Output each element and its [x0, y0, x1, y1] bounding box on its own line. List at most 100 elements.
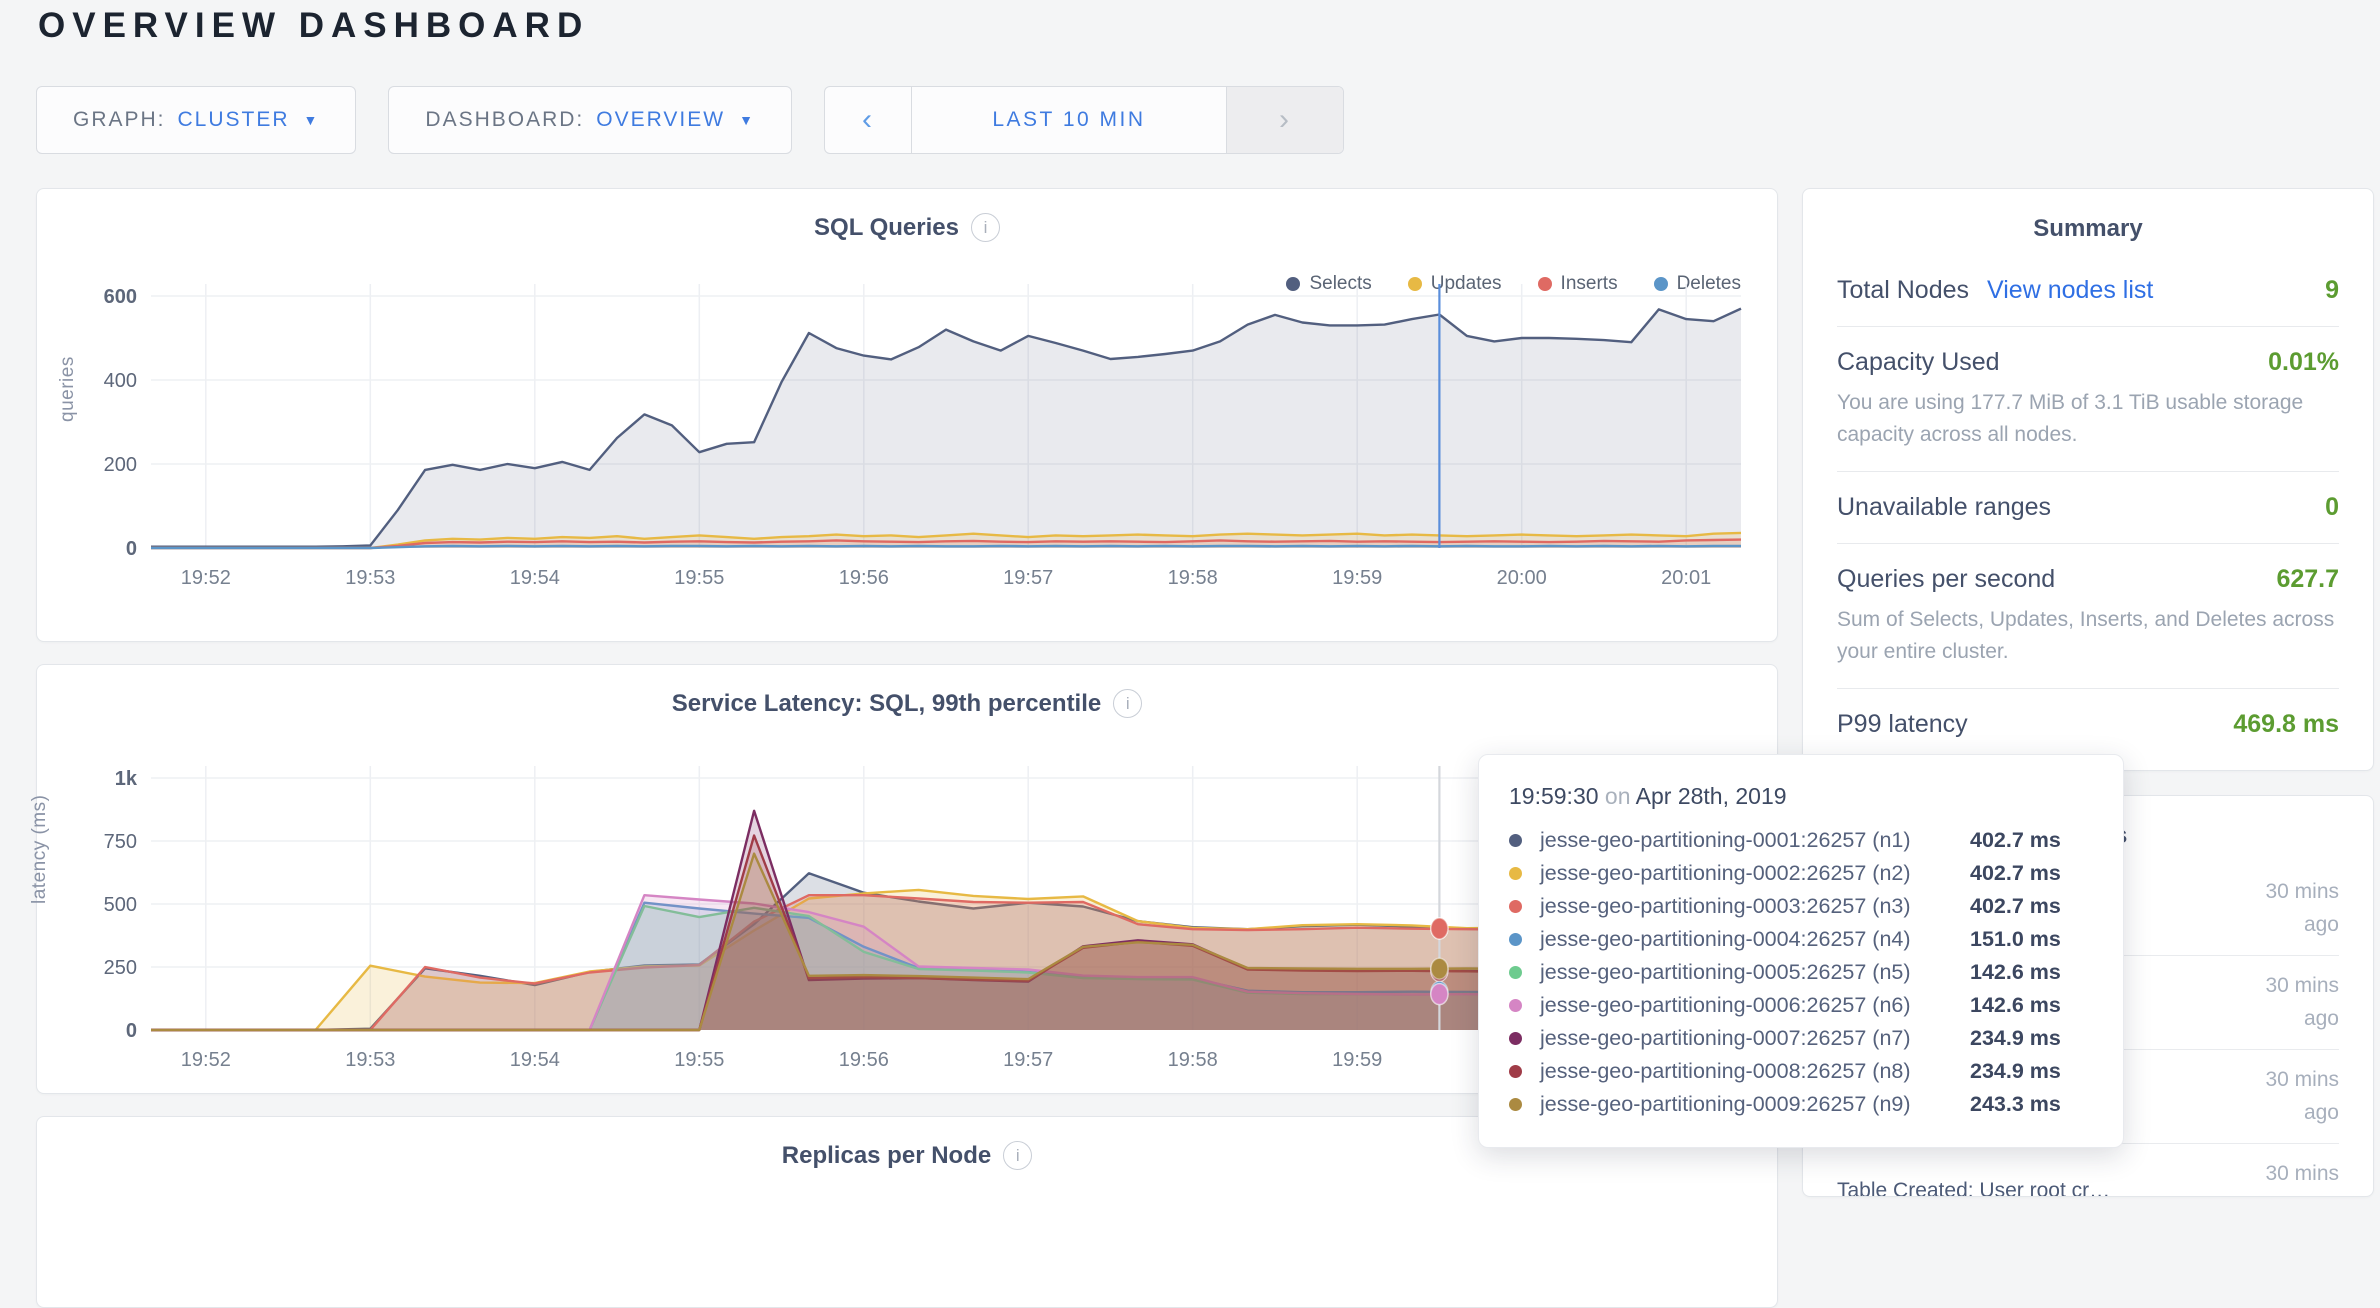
series-dot-icon — [1509, 900, 1522, 913]
sql-queries-chart[interactable]: 19:52 19:53 19:54 19:55 19:56 19:57 19:58 19:59… — [51, 266, 1745, 596]
legend-label: Updates — [1430, 273, 1502, 294]
time-range-label: LAST 10 MIN — [992, 108, 1146, 131]
x-tick-label: 19:54 — [510, 1049, 560, 1071]
series-dot-icon — [1509, 999, 1522, 1012]
replicas-per-node-title: Replicas per Node — [781, 1141, 992, 1169]
summary-row: Queries per second 627.7 Sum of Selects, U… — [1837, 544, 2339, 689]
summary-row-label: Queries per second — [1837, 565, 2056, 593]
legend-item[interactable]: Updates — [1407, 273, 1502, 295]
tooltip-time: 19:59:30 — [1509, 783, 1599, 809]
legend-item[interactable]: Deletes — [1653, 273, 1741, 295]
y-tick-label: 1k — [115, 768, 138, 790]
series-dot-icon — [1509, 933, 1522, 946]
graph-dropdown-label: GRAPH: — [73, 108, 166, 131]
tooltip-row: jesse-geo-partitioning-0003:26257 (n3) 40… — [1509, 890, 2093, 923]
tooltip-date: Apr 28th, 2019 — [1635, 783, 1787, 809]
time-range-button[interactable]: LAST 10 MIN — [912, 87, 1226, 153]
time-prev-button[interactable]: ‹ — [825, 87, 912, 153]
tooltip-node-value: 243.3 ms — [1970, 1092, 2061, 1116]
y-tick-label: 250 — [104, 957, 137, 979]
summary-row-value: 0 — [2325, 493, 2339, 521]
summary-row-subtext: You are using 177.7 MiB of 3.1 TiB usabl… — [1837, 391, 2304, 446]
x-tick-label: 19:57 — [1003, 1049, 1053, 1071]
tooltip-node-value: 234.9 ms — [1970, 1026, 2061, 1050]
tooltip-node-label: jesse-geo-partitioning-0001:26257 (n1) — [1540, 828, 1911, 852]
info-icon[interactable]: i — [1003, 1141, 1033, 1170]
graph-dropdown[interactable]: GRAPH: CLUSTER ▼ — [36, 86, 357, 154]
y-tick-label: 750 — [104, 831, 137, 853]
series-area — [151, 873, 1741, 1030]
sql-queries-chart-wrap: queries 19:52 19:53 19:54 19:55 19:56 19:57 19… — [37, 266, 1777, 596]
tooltip-node-label: jesse-geo-partitioning-0008:26257 (n8) — [1540, 1059, 1911, 1083]
legend-label: Inserts — [1560, 273, 1618, 294]
series-area — [151, 902, 1741, 1030]
dashboard-dropdown-label: DASHBOARD: — [425, 108, 585, 131]
x-tick-label: 19:58 — [1168, 1049, 1218, 1071]
chevron-left-icon: ‹ — [861, 103, 874, 136]
x-tick-label: 19:56 — [839, 567, 889, 589]
page-title: OVERVIEW DASHBOARD — [38, 6, 590, 45]
x-tick-label: 19:53 — [345, 567, 395, 589]
tooltip-row: jesse-geo-partitioning-0006:26257 (n6) 14… — [1509, 989, 2093, 1022]
x-tick-label: 19:58 — [1168, 567, 1218, 589]
sql-queries-ylabel: queries — [57, 356, 78, 422]
tooltip-node-value: 234.9 ms — [1970, 1059, 2061, 1083]
legend-item[interactable]: Selects — [1286, 273, 1372, 295]
x-tick-label: 19:52 — [181, 1049, 231, 1071]
summary-row-label: Capacity Used — [1837, 348, 2000, 376]
view-nodes-list-link[interactable]: View nodes list — [1987, 276, 2154, 304]
legend-item[interactable]: Inserts — [1537, 273, 1618, 295]
x-tick-label: 19:55 — [674, 567, 724, 589]
legend-dot-icon — [1537, 277, 1552, 291]
service-latency-title-row: Service Latency: SQL, 99th percentile i — [37, 665, 1777, 718]
summary-row-label: P99 latency — [1837, 710, 1968, 738]
dashboard-dropdown[interactable]: DASHBOARD: OVERVIEW ▼ — [388, 86, 792, 154]
chevron-right-icon: › — [1278, 103, 1291, 136]
x-tick-label: 20:00 — [1497, 567, 1547, 589]
service-latency-ylabel: latency (ms) — [29, 794, 50, 904]
tooltip-row: jesse-geo-partitioning-0001:26257 (n1) 40… — [1509, 824, 2093, 857]
service-latency-title: Service Latency: SQL, 99th percentile — [671, 689, 1102, 717]
info-icon[interactable]: i — [1113, 689, 1143, 718]
events-rows: Table Created: User root cr…30 minsagoSc… — [1837, 862, 2339, 1196]
tooltip-node-value: 142.6 ms — [1970, 993, 2061, 1017]
tooltip-node-label: jesse-geo-partitioning-0004:26257 (n4) — [1540, 927, 1911, 951]
service-latency-chart-wrap: latency (ms) 19:52 19:53 19:54 19:55 19:56 19… — [29, 748, 1777, 1078]
legend-dot-icon — [1407, 277, 1422, 291]
series-line — [151, 307, 1742, 548]
info-icon[interactable]: i — [970, 213, 1000, 242]
tooltip-row: jesse-geo-partitioning-0008:26257 (n8) 23… — [1509, 1055, 2093, 1088]
series-area — [151, 835, 1741, 1030]
latency-hover-tooltip: 19:59:30 on Apr 28th, 2019 jesse-geo-par… — [1478, 754, 2124, 1148]
x-tick-label: 19:59 — [1332, 567, 1382, 589]
sql-queries-legend: Selects Updates Inserts Deletes — [1286, 273, 1741, 295]
summary-row-label: Unavailable ranges — [1837, 493, 2052, 521]
tooltip-row: jesse-geo-partitioning-0005:26257 (n5) 14… — [1509, 956, 2093, 989]
tooltip-row: jesse-geo-partitioning-0007:26257 (n7) 23… — [1509, 1022, 2093, 1055]
crosshair-dot — [1430, 957, 1449, 980]
tooltip-node-label: jesse-geo-partitioning-0009:26257 (n9) — [1540, 1092, 1911, 1116]
summary-row-label: Total Nodes — [1837, 276, 1970, 304]
series-dot-icon — [1509, 1032, 1522, 1045]
graph-dropdown-value: CLUSTER — [177, 108, 290, 131]
x-tick-label: 19:59 — [1332, 1049, 1382, 1071]
tooltip-node-value: 142.6 ms — [1970, 960, 2061, 984]
service-latency-chart[interactable]: 19:52 19:53 19:54 19:55 19:56 19:57 19:58 19:59… — [51, 748, 1745, 1078]
series-line — [151, 852, 1742, 1032]
time-next-button-disabled[interactable]: › — [1225, 87, 1343, 153]
summary-row-value: 9 — [2325, 276, 2339, 304]
chevron-down-icon: ▼ — [739, 112, 755, 128]
series-area — [151, 810, 1741, 1030]
sql-queries-title: SQL Queries — [814, 213, 959, 241]
x-tick-label: 19:57 — [1003, 567, 1053, 589]
summary-panel: Summary Total Nodes View nodes list 9 Capac… — [1802, 188, 2374, 771]
dashboard-controls: GRAPH: CLUSTER ▼ DASHBOARD: OVERVIEW ▼ ‹… — [36, 86, 1344, 154]
sql-queries-card: SQL Queries i Selects Updates Inserts Delet… — [36, 188, 1778, 642]
summary-row-subtext: Sum of Selects, Updates, Inserts, and De… — [1837, 608, 2335, 663]
